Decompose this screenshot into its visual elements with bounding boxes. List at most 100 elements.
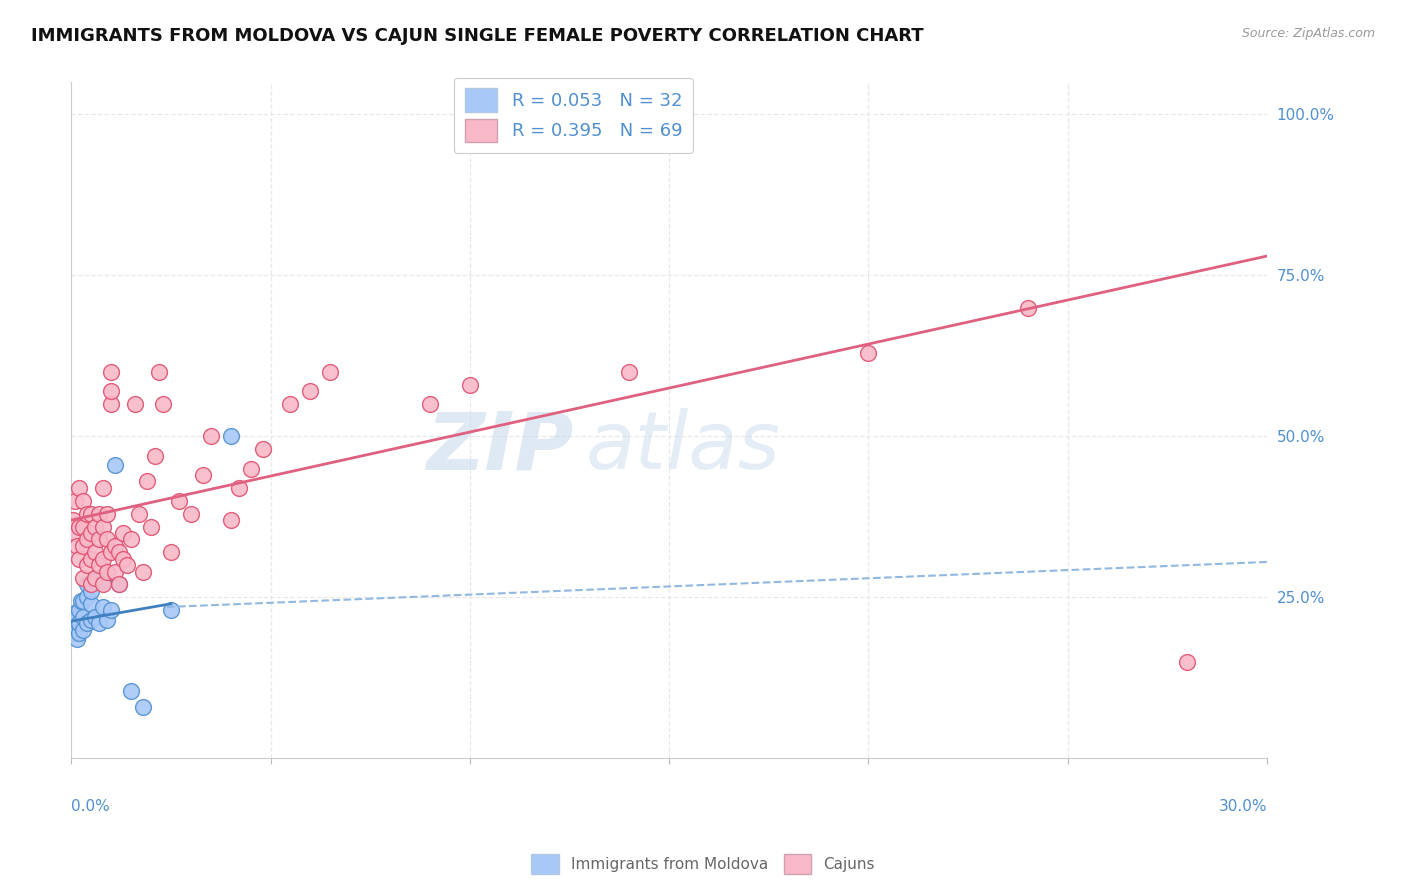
Point [128,507,150,521]
Point [180,507,202,521]
Point [65,607,87,621]
Point [228,481,250,495]
Point [80,597,103,611]
Point [191,467,214,482]
Point [66,609,89,624]
Point [65,613,87,627]
Text: ZIP: ZIP [426,409,574,486]
Point [252,442,274,457]
Point [80,525,103,540]
Point [104,458,127,473]
Text: 30.0%: 30.0% [1219,799,1267,814]
Point [132,699,155,714]
Point [120,533,142,547]
Point [96,565,118,579]
Point [76,507,98,521]
Point [80,613,103,627]
Point [76,577,98,591]
Point [84,609,107,624]
Point [70,593,93,607]
Point [84,571,107,585]
Point [1017,301,1039,315]
Point [112,525,135,540]
Point [239,461,262,475]
Point [100,397,122,411]
Point [84,519,107,533]
Point [143,449,166,463]
Point [72,571,94,585]
Point [160,603,183,617]
Point [72,623,94,637]
Point [858,345,880,359]
Point [219,513,242,527]
Point [419,397,441,411]
Point [115,558,138,573]
Point [80,577,103,591]
Point [91,577,114,591]
Point [132,565,155,579]
Point [100,384,122,399]
Point [1175,655,1198,669]
Point [152,397,174,411]
Point [148,365,170,379]
Point [76,533,98,547]
Point [67,625,90,640]
Text: atlas: atlas [585,409,780,486]
Point [84,574,107,589]
Point [72,593,94,607]
Point [120,683,142,698]
Point [67,551,90,566]
Point [80,507,103,521]
Point [62,513,84,527]
Point [89,558,111,573]
Text: IMMIGRANTS FROM MOLDOVA VS CAJUN SINGLE FEMALE POVERTY CORRELATION CHART: IMMIGRANTS FROM MOLDOVA VS CAJUN SINGLE … [31,27,924,45]
Point [72,519,94,533]
Point [104,539,127,553]
Point [124,397,146,411]
Point [84,545,107,559]
Point [458,377,481,392]
Legend: Immigrants from Moldova, Cajuns: Immigrants from Moldova, Cajuns [526,848,880,880]
Legend: R = 0.053   N = 32, R = 0.395   N = 69: R = 0.053 N = 32, R = 0.395 N = 69 [454,78,693,153]
Point [67,616,90,631]
Point [299,384,322,399]
Point [66,632,89,647]
Point [62,625,84,640]
Point [89,533,111,547]
Point [100,603,122,617]
Text: 0.0%: 0.0% [72,799,110,814]
Point [91,481,114,495]
Point [89,507,111,521]
Point [91,574,114,589]
Point [108,577,131,591]
Point [136,475,159,489]
Point [96,533,118,547]
Point [104,565,127,579]
Point [76,616,98,631]
Point [280,397,302,411]
Point [200,429,222,443]
Point [108,545,131,559]
Point [67,481,90,495]
Point [66,539,89,553]
Point [100,545,122,559]
Point [96,613,118,627]
Point [65,525,87,540]
Point [619,365,641,379]
Point [100,365,122,379]
Point [91,600,114,615]
Point [72,493,94,508]
Point [72,539,94,553]
Point [96,507,118,521]
Point [89,616,111,631]
Point [139,519,162,533]
Point [80,583,103,598]
Point [108,577,131,591]
Point [160,545,183,559]
Point [112,551,135,566]
Point [167,493,190,508]
Point [67,519,90,533]
Point [67,603,90,617]
Point [76,591,98,605]
Point [219,429,242,443]
